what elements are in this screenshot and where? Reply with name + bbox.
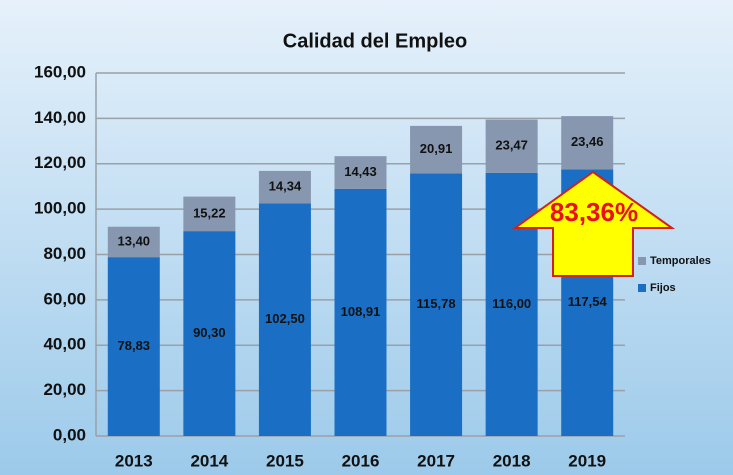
data-label: 108,91 [341,304,381,319]
y-tick-label: 100,00 [34,199,86,218]
arrow [511,170,676,277]
bar-segment [561,116,614,170]
y-tick-label: 20,00 [43,380,86,399]
data-label: 23,47 [495,138,528,153]
bar-segment [258,203,311,436]
x-tick-label: 2018 [493,451,531,470]
legend-label: Temporales [650,255,711,267]
y-tick-label: 160,00 [34,62,86,81]
y-tick-label: 60,00 [43,289,86,308]
chart-title: Calidad del Empleo [283,30,467,52]
bar-segment [410,125,463,174]
bar-segment [334,156,387,189]
x-tick-label: 2017 [417,451,455,470]
data-label: 13,40 [118,233,151,248]
bar-segment [107,257,160,436]
x-tick-label: 2019 [568,451,606,470]
data-label: 115,78 [417,296,456,311]
data-label: 14,34 [269,179,302,194]
bar-segment [410,173,463,436]
annotation: 83,36% [550,197,638,227]
data-label: 116,00 [492,296,531,311]
annotation-arrow: 83,36% [511,170,676,277]
y-tick-label: 120,00 [34,153,86,172]
data-label: 14,43 [344,164,377,179]
x-tick-label: 2013 [115,451,153,470]
y-tick-label: 0,00 [53,425,86,444]
bar-segment [183,231,236,436]
legend-label: Fijos [650,282,676,294]
y-tick-label: 40,00 [43,335,86,354]
x-tick-label: 2015 [266,451,304,470]
data-label: 15,22 [193,205,226,220]
bar-segment [107,226,160,258]
data-label: 23,46 [571,134,604,149]
y-tick-label: 80,00 [43,244,86,263]
data-label: 102,50 [265,311,305,326]
legend-swatch [638,257,646,265]
data-label: 117,54 [568,294,608,309]
data-label: 90,30 [193,325,226,340]
x-tick-label: 2016 [342,451,380,470]
y-tick-label: 140,00 [34,108,86,127]
bar-segment [258,170,311,204]
bar-segment [334,188,387,436]
x-tick-label: 2014 [190,451,228,470]
legend-swatch [638,284,646,292]
bar-segment [183,196,236,232]
data-label: 78,83 [118,338,151,353]
bar-segment [485,119,538,173]
bar-segment [485,172,538,436]
data-label: 20,91 [420,141,453,156]
